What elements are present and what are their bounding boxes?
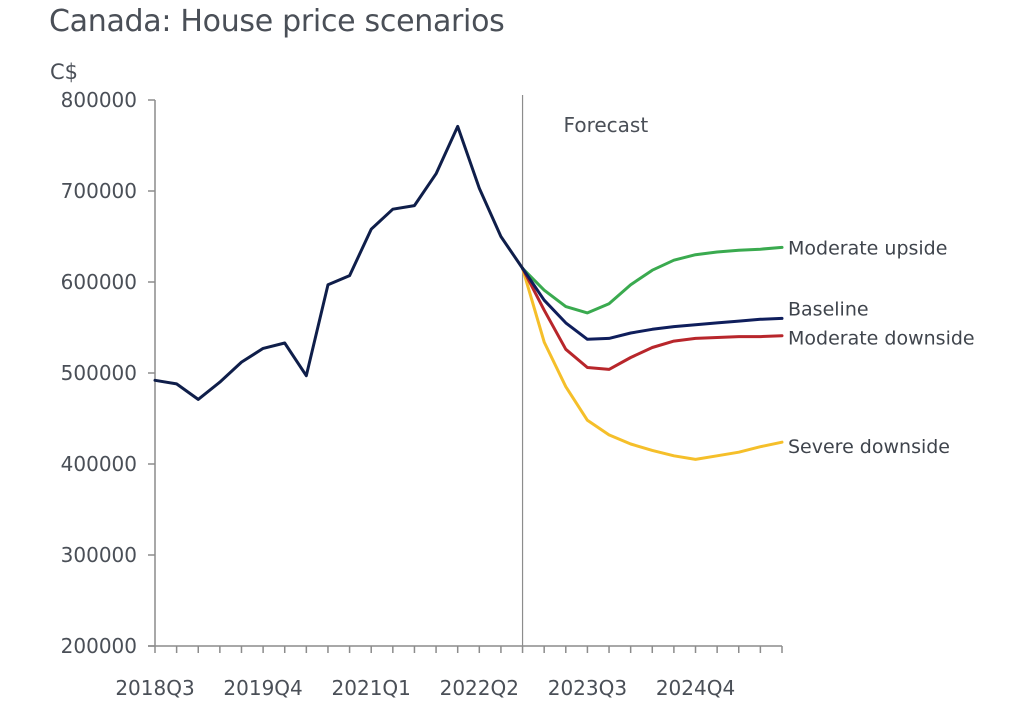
forecast-annotation: Forecast [564,113,649,137]
series-line-moderate-downside [521,266,784,371]
y-tick-label: 600000 [61,270,137,294]
series-line-baseline [521,266,784,341]
x-tick-label: 2018Q3 [115,676,194,700]
x-tick-label: 2024Q4 [656,676,735,700]
series-label-severe-downside: Severe downside [788,436,950,458]
x-tick-label: 2023Q3 [548,676,627,700]
y-tick-label: 700000 [61,179,137,203]
y-tick-label: 400000 [61,452,137,476]
axes: 200000 300000 400000 500000 600000 700000 8000… [61,88,783,700]
y-axis-unit-label: C$ [50,60,79,84]
x-tick-label: 2022Q2 [440,676,519,700]
y-tick-label: 800000 [61,88,137,112]
y-tick-label: 200000 [61,634,137,658]
forecast-divider: Forecast [521,95,649,646]
series-line-severe-downside [521,266,784,461]
x-tick-label: 2019Q4 [223,676,302,700]
x-tick-label: 2021Q1 [332,676,411,700]
y-tick-label: 300000 [61,543,137,567]
series-label-moderate-downside: Moderate downside [788,328,975,350]
chart-title: Canada: House price scenarios [49,4,505,39]
series-label-baseline: Baseline [788,298,869,320]
y-tick-label: 500000 [61,361,137,385]
series-line-moderate-upside [521,245,784,315]
series-lines [153,124,784,461]
series-line-history [153,124,525,401]
series-labels: Moderate upside Baseline Moderate downside… [788,237,975,458]
series-label-moderate-upside: Moderate upside [788,237,947,259]
